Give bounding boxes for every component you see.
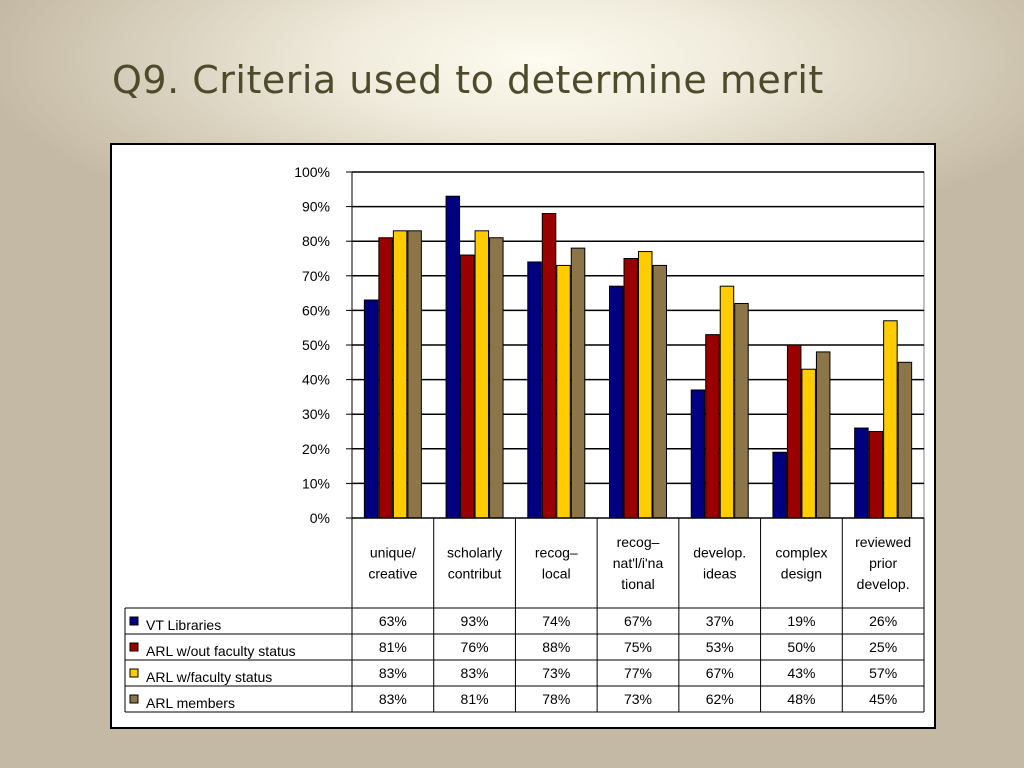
data-table-cell: 93% xyxy=(461,613,489,629)
data-table-cell: 43% xyxy=(787,665,815,681)
data-table-cell: 73% xyxy=(542,665,570,681)
data-table-cell: 53% xyxy=(706,639,734,655)
category-label: unique/ xyxy=(370,545,416,561)
bar xyxy=(623,258,638,519)
category-label: prior xyxy=(869,555,897,571)
data-table-cell: 83% xyxy=(379,691,407,707)
bar xyxy=(786,344,802,519)
data-table-cell: 77% xyxy=(624,665,652,681)
bar xyxy=(897,361,913,519)
bar xyxy=(868,431,884,519)
legend-label: ARL w/faculty status xyxy=(146,669,272,685)
bar xyxy=(489,237,504,519)
bar xyxy=(407,230,422,519)
y-tick-label: 80% xyxy=(302,233,330,249)
category-label: contribut xyxy=(448,566,502,582)
category-label: tional xyxy=(621,576,654,592)
y-tick-label: 50% xyxy=(302,337,330,353)
legend-swatch xyxy=(129,694,139,704)
legend-label: ARL members xyxy=(146,695,235,711)
bar xyxy=(460,254,475,519)
y-tick-label: 40% xyxy=(302,372,330,388)
bar xyxy=(474,230,490,519)
data-table-cell: 81% xyxy=(461,691,489,707)
bar xyxy=(445,195,461,519)
category-label: creative xyxy=(368,566,417,582)
category-label: recog– xyxy=(535,545,578,561)
data-table-cell: 25% xyxy=(869,639,897,655)
bar xyxy=(609,285,624,519)
chart-frame: 0% 10% 20% 30% 40% 50% 60% 70% 80% 90% 100% unique/… xyxy=(110,143,936,729)
category-label: complex xyxy=(775,545,827,561)
data-table-cell: 76% xyxy=(461,639,489,655)
bar xyxy=(854,427,869,519)
data-table-cell: 74% xyxy=(542,613,570,629)
category-label: local xyxy=(542,566,571,582)
data-table-cell: 63% xyxy=(379,613,407,629)
bar xyxy=(527,261,542,519)
y-tick-label: 30% xyxy=(302,406,330,422)
data-table-cell: 81% xyxy=(379,639,407,655)
category-label: recog– xyxy=(617,534,660,550)
category-label: nat'l/i'na xyxy=(613,555,664,571)
category-label: develop. xyxy=(857,576,910,592)
data-table-cell: 75% xyxy=(624,639,652,655)
data-table-cell: 78% xyxy=(542,691,570,707)
legend-swatch xyxy=(129,616,139,626)
category-label: scholarly xyxy=(447,545,502,561)
data-table-cell: 67% xyxy=(624,613,652,629)
data-table-cell: 67% xyxy=(706,665,734,681)
bar xyxy=(801,368,816,519)
category-label: design xyxy=(781,566,822,582)
data-table-cell: 57% xyxy=(869,665,897,681)
bar xyxy=(883,320,898,519)
bar xyxy=(815,351,831,519)
data-table-cell: 48% xyxy=(787,691,815,707)
data-table-cell: 50% xyxy=(787,639,815,655)
legend-swatch xyxy=(129,668,139,678)
data-table-cell: 83% xyxy=(379,665,407,681)
bar xyxy=(570,247,586,519)
y-tick-label: 10% xyxy=(302,475,330,491)
y-tick-label: 20% xyxy=(302,441,330,457)
bar xyxy=(772,451,787,519)
data-table-cell: 37% xyxy=(706,613,734,629)
y-tick-label: 100% xyxy=(294,164,330,180)
bar xyxy=(378,237,393,519)
data-table-cell: 73% xyxy=(624,691,652,707)
data-table-cell: 45% xyxy=(869,691,897,707)
bar xyxy=(652,264,667,519)
category-label: develop. xyxy=(693,545,746,561)
slide-title: Q9. Criteria used to determine merit xyxy=(112,58,824,102)
data-table-cell: 88% xyxy=(542,639,570,655)
bar xyxy=(556,264,571,519)
bar xyxy=(392,230,408,519)
merit-criteria-chart: 0% 10% 20% 30% 40% 50% 60% 70% 80% 90% 100% unique/… xyxy=(124,164,925,713)
bar xyxy=(690,389,706,519)
bar xyxy=(719,285,735,519)
category-label: reviewed xyxy=(855,534,911,550)
bar xyxy=(638,251,653,519)
y-tick-label: 70% xyxy=(302,268,330,284)
bar xyxy=(734,302,749,519)
category-label: ideas xyxy=(703,566,736,582)
bar xyxy=(363,299,379,519)
data-table-cell: 62% xyxy=(706,691,734,707)
y-tick-label: 90% xyxy=(302,199,330,215)
data-table-cell: 83% xyxy=(461,665,489,681)
legend-label: ARL w/out faculty status xyxy=(146,643,296,659)
y-tick-label: 60% xyxy=(302,302,330,318)
legend-label: VT Libraries xyxy=(146,617,221,633)
data-table-cell: 26% xyxy=(869,613,897,629)
bar xyxy=(541,213,557,519)
data-table-cell: 19% xyxy=(787,613,815,629)
bar xyxy=(705,334,720,519)
legend-swatch xyxy=(129,642,139,652)
y-tick-label: 0% xyxy=(310,510,330,526)
